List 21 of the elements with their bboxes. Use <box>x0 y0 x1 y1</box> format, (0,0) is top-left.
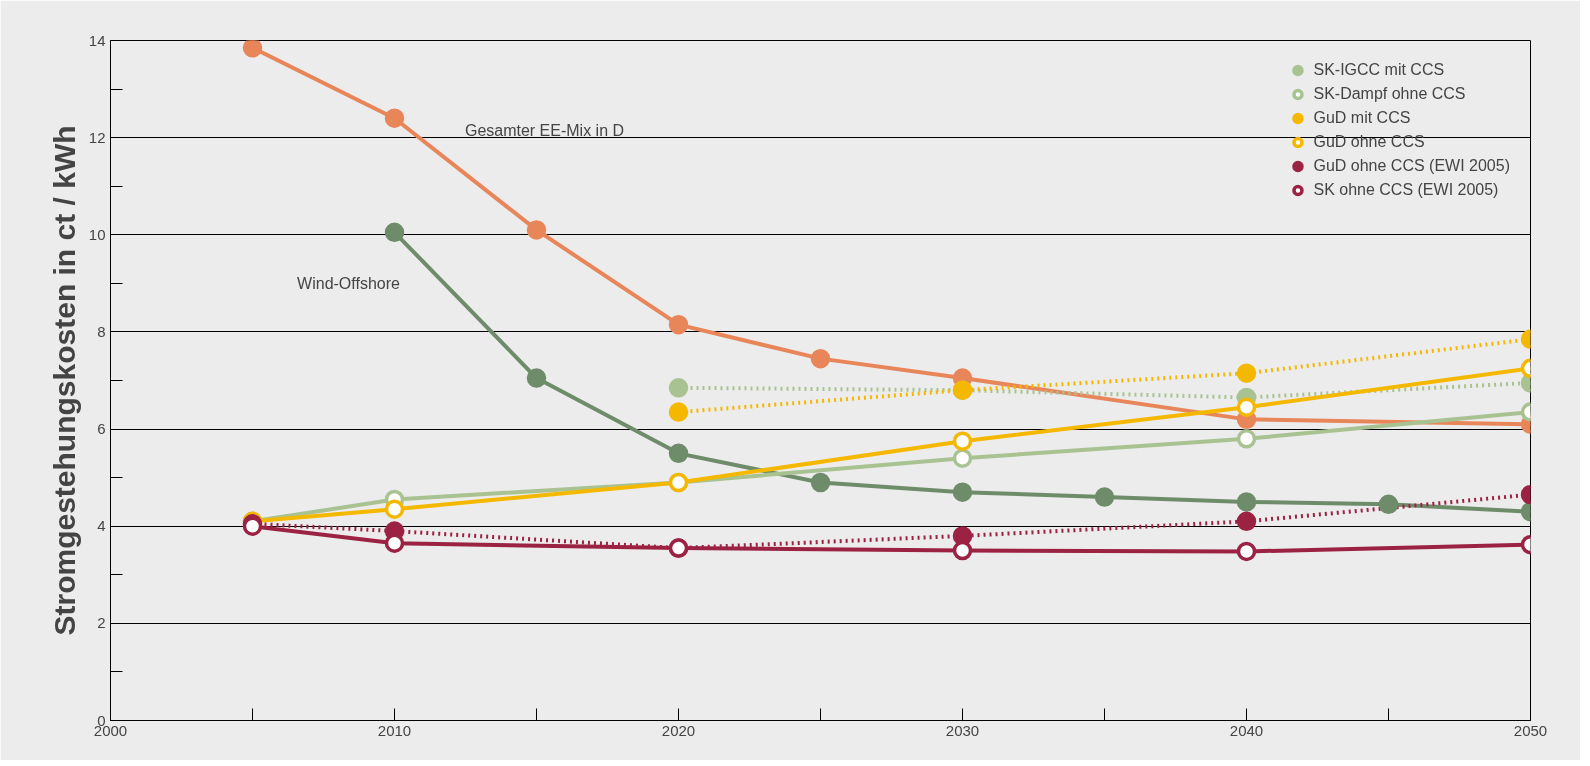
legend-label: SK-IGCC mit CCS <box>1313 61 1445 79</box>
legend-label: GuD ohne CCS <box>1313 133 1425 151</box>
legend-label: GuD mit CCS <box>1313 109 1411 127</box>
y-tick-label: 4 <box>97 517 106 535</box>
y-axis-title: Stromgestehungskosten in ct / kWh <box>47 125 81 636</box>
y-tick-label: 10 <box>88 225 106 243</box>
annotation: Wind-Offshore <box>297 275 401 293</box>
legend-label: GuD ohne CCS (EWI 2005) <box>1313 157 1510 175</box>
annotation: Gesamter EE-Mix in D <box>464 122 625 140</box>
x-tick-label: 2030 <box>945 721 980 739</box>
legend-label: SK ohne CCS (EWI 2005) <box>1313 181 1499 199</box>
x-tick-label: 2040 <box>1229 721 1264 739</box>
y-tick-label: 2 <box>97 614 106 632</box>
x-tick-label: 2020 <box>661 721 696 739</box>
x-tick-label: 2010 <box>377 721 412 739</box>
y-tick-label: 12 <box>88 128 106 146</box>
y-tick-label: 8 <box>97 322 106 340</box>
y-tick-label: 6 <box>97 420 106 438</box>
legend-label: SK-Dampf ohne CCS <box>1313 85 1466 103</box>
y-tick-label: 14 <box>88 31 106 49</box>
x-tick-label: 2050 <box>1513 721 1548 739</box>
